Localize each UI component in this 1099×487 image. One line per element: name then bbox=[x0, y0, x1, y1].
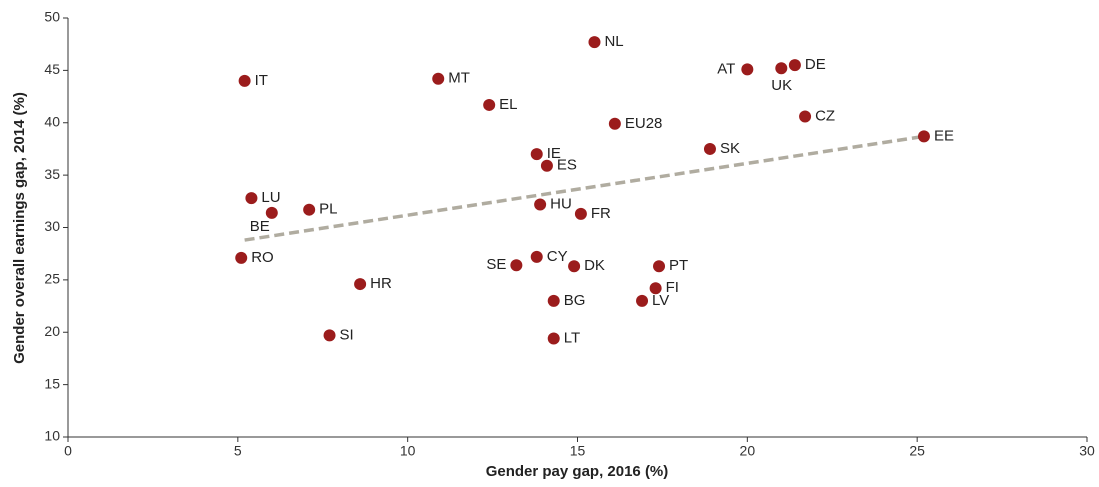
y-tick-label: 50 bbox=[44, 9, 60, 25]
x-tick-label: 25 bbox=[909, 443, 925, 459]
point bbox=[574, 207, 587, 220]
y-tick-label: 20 bbox=[44, 323, 60, 339]
x-tick-label: 20 bbox=[740, 443, 756, 459]
x-tick-label: 30 bbox=[1079, 443, 1095, 459]
point bbox=[432, 72, 445, 85]
point bbox=[741, 63, 754, 76]
y-axis-title: Gender overall earnings gap, 2014 (%) bbox=[11, 92, 28, 364]
point bbox=[354, 278, 367, 291]
point-label: SI bbox=[340, 326, 354, 343]
point bbox=[788, 59, 801, 72]
point bbox=[636, 294, 649, 307]
y-tick-label: 35 bbox=[44, 166, 60, 182]
point bbox=[703, 142, 716, 155]
trend-line bbox=[244, 134, 925, 242]
point-label: BE bbox=[250, 218, 270, 235]
point bbox=[547, 294, 560, 307]
point bbox=[799, 110, 812, 123]
point-label: HU bbox=[550, 195, 572, 212]
x-axis-title: Gender pay gap, 2016 (%) bbox=[486, 463, 669, 480]
point-label: PT bbox=[669, 257, 688, 274]
point bbox=[534, 198, 547, 211]
point-label: IT bbox=[255, 72, 268, 89]
point bbox=[530, 148, 543, 161]
point bbox=[649, 282, 662, 295]
y-tick-label: 25 bbox=[44, 271, 60, 287]
y-tick-label: 30 bbox=[44, 218, 60, 234]
point bbox=[608, 117, 621, 130]
y-tick-label: 15 bbox=[44, 375, 60, 391]
point-label: RO bbox=[251, 249, 273, 266]
point bbox=[653, 260, 666, 273]
point-label: UK bbox=[771, 77, 792, 94]
point-label: LT bbox=[564, 330, 580, 347]
x-tick-label: 5 bbox=[234, 443, 242, 459]
point-label: EL bbox=[499, 96, 517, 113]
y-tick-label: 10 bbox=[44, 428, 60, 444]
point bbox=[568, 260, 581, 273]
point-label: EE bbox=[934, 127, 954, 144]
x-tick-label: 0 bbox=[64, 443, 72, 459]
point-label: MT bbox=[448, 70, 470, 87]
point-label: ES bbox=[557, 157, 577, 174]
point-label: DK bbox=[584, 257, 605, 274]
point bbox=[483, 98, 496, 111]
y-tick-label: 45 bbox=[44, 61, 60, 77]
point-label: PL bbox=[319, 201, 337, 218]
point-label: SK bbox=[720, 140, 740, 157]
y-tick-label: 40 bbox=[44, 113, 60, 129]
point-label: DE bbox=[805, 56, 826, 73]
point-label: HR bbox=[370, 275, 392, 292]
point bbox=[917, 130, 930, 143]
point bbox=[323, 329, 336, 342]
point bbox=[510, 259, 523, 272]
point bbox=[245, 192, 258, 205]
point bbox=[238, 74, 251, 87]
point-label: AT bbox=[717, 60, 735, 77]
point-label: FR bbox=[591, 205, 611, 222]
point bbox=[775, 62, 788, 75]
point-label: LU bbox=[261, 189, 280, 206]
point-label: NL bbox=[604, 33, 623, 50]
point bbox=[530, 250, 543, 263]
point-label: BG bbox=[564, 292, 586, 309]
x-tick-label: 10 bbox=[400, 443, 416, 459]
point-label: EU28 bbox=[625, 115, 663, 132]
point-label: SE bbox=[486, 256, 506, 273]
point bbox=[540, 159, 553, 172]
point bbox=[547, 332, 560, 345]
point bbox=[303, 203, 316, 216]
point-label: IE bbox=[547, 145, 561, 162]
point bbox=[265, 206, 278, 219]
x-tick-label: 15 bbox=[570, 443, 586, 459]
point bbox=[235, 251, 248, 264]
point-label: CZ bbox=[815, 107, 835, 124]
point bbox=[588, 36, 601, 49]
point-label: CY bbox=[547, 248, 568, 265]
point-label: LV bbox=[652, 292, 669, 309]
point-label: FI bbox=[666, 279, 679, 296]
